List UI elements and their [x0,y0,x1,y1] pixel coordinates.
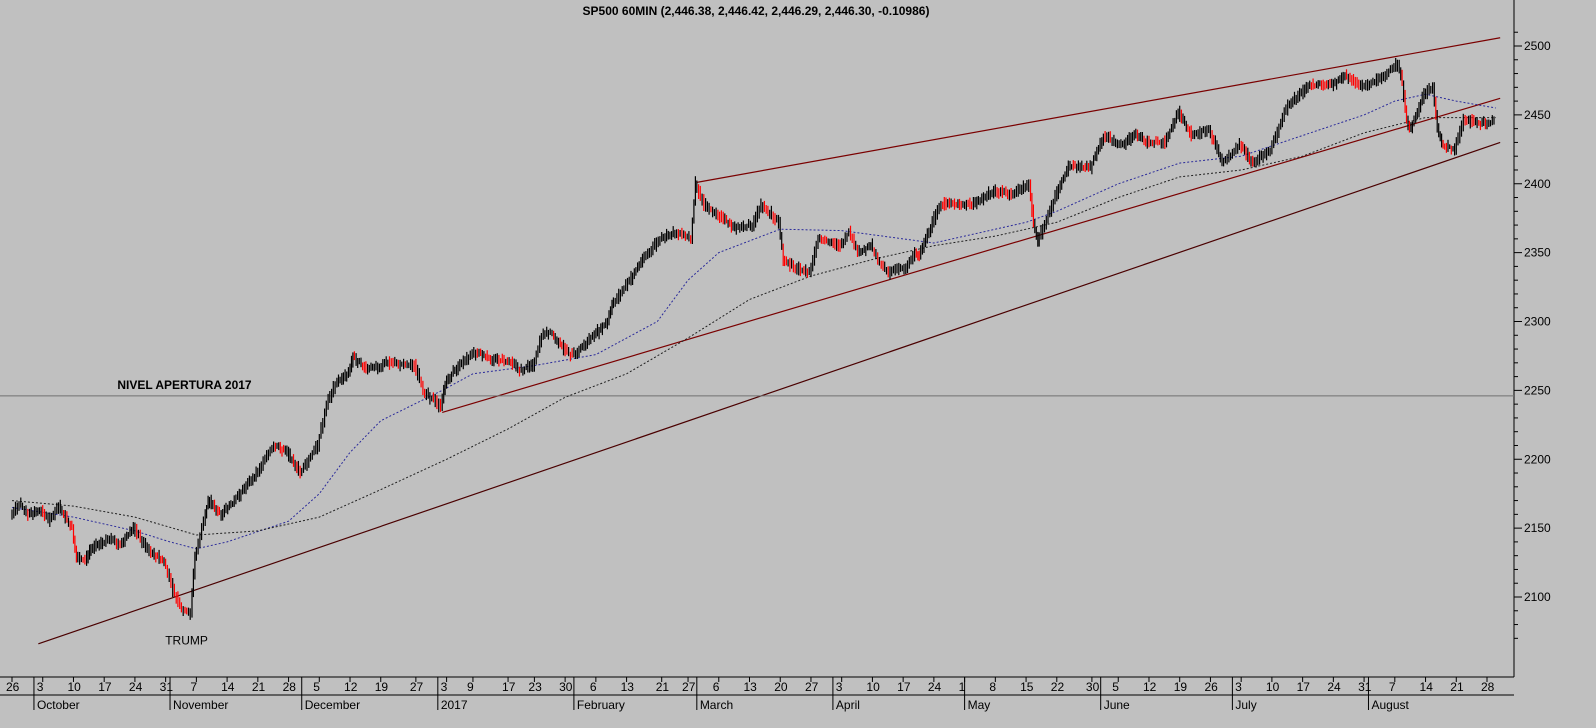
x-tick-label: 19 [375,680,389,694]
x-tick-label: 31 [160,680,174,694]
month-label: 2017 [441,698,468,712]
month-label: July [1235,698,1256,712]
x-tick-label: 24 [129,680,143,694]
month-label: November [173,698,228,712]
month-label: March [700,698,733,712]
x-tick-label: 21 [656,680,670,694]
x-tick-label: 17 [98,680,112,694]
x-tick-label: 10 [1266,680,1280,694]
x-tick-label: 3 [1235,680,1242,694]
y-tick-label: 2400 [1524,177,1551,191]
month-label: February [577,698,625,712]
x-tick-label: 19 [1174,680,1188,694]
x-tick-label: 6 [590,680,597,694]
x-tick-label: 13 [744,680,758,694]
x-tick-label: 12 [1143,680,1157,694]
x-tick-label: 27 [682,680,696,694]
x-tick-label: 15 [1020,680,1034,694]
y-tick-label: 2350 [1524,246,1551,260]
x-tick-label: 21 [252,680,266,694]
x-tick-label: 22 [1051,680,1065,694]
trend-line-channel-bottom [442,97,1501,413]
month-label: December [305,698,360,712]
annotation-trump: TRUMP [165,633,208,647]
x-tick-label: 3 [836,680,843,694]
x-tick-label: 17 [502,680,516,694]
x-tick-label: 5 [313,680,320,694]
x-tick-label: 3 [37,680,44,694]
x-tick-label: 23 [528,680,542,694]
month-label: October [37,698,80,712]
moving-average-blue-line [11,93,1496,550]
x-tick-label: 7 [1389,680,1396,694]
y-tick-label: 2300 [1524,315,1551,329]
month-label: May [968,698,991,712]
moving-average-black-line [11,117,1496,536]
x-tick-label: 26 [1204,680,1218,694]
x-tick-label: 14 [221,680,235,694]
month-label: April [836,698,860,712]
y-tick-label: 2150 [1524,521,1551,535]
y-tick-label: 2250 [1524,383,1551,397]
x-tick-label: 27 [805,680,819,694]
x-tick-label: 12 [344,680,358,694]
x-tick-label: 14 [1420,680,1434,694]
x-tick-label: 7 [190,680,197,694]
x-tick-label: 17 [897,680,911,694]
x-tick-label: 1 [959,680,966,694]
x-tick-label: 28 [283,680,297,694]
x-tick-label: 28 [1481,680,1495,694]
annotation-nivel-apertura: NIVEL APERTURA 2017 [117,378,252,392]
x-tick-label: 17 [1297,680,1311,694]
x-tick-label: 10 [67,680,81,694]
x-tick-label: 26 [6,680,20,694]
y-tick-label: 2500 [1524,39,1551,53]
x-tick-label: 30 [1086,680,1100,694]
x-tick-label: 24 [928,680,942,694]
x-tick-label: 30 [559,680,573,694]
x-tick-label: 31 [1358,680,1372,694]
trend-line-long-support [38,141,1501,645]
x-tick-label: 8 [989,680,996,694]
trend-line-channel-top [696,37,1501,183]
month-label: June [1104,698,1130,712]
month-label: August [1371,698,1409,712]
y-tick-label: 2450 [1524,108,1551,122]
x-tick-label: 5 [1112,680,1119,694]
y-tick-label: 2100 [1524,590,1551,604]
x-tick-label: 10 [866,680,880,694]
x-tick-label: 20 [774,680,788,694]
x-tick-label: 9 [467,680,474,694]
x-tick-label: 3 [441,680,448,694]
chart-title: SP500 60MIN (2,446.38, 2,446.42, 2,446.2… [583,4,930,18]
x-tick-label: 13 [621,680,635,694]
y-tick-label: 2200 [1524,452,1551,466]
x-tick-label: 6 [713,680,720,694]
x-tick-label: 24 [1327,680,1341,694]
x-tick-label: 21 [1450,680,1464,694]
x-tick-label: 27 [410,680,424,694]
